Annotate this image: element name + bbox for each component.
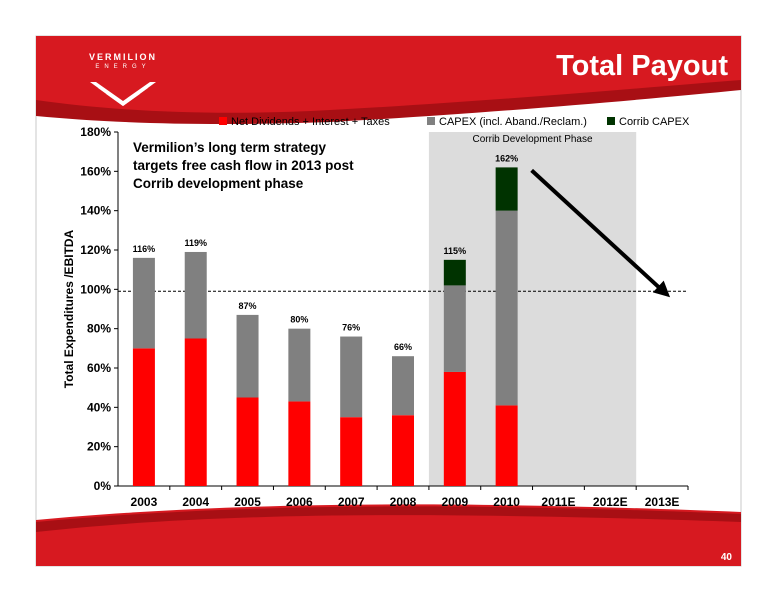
annotation-line: targets free cash flow in 2013 post [133, 158, 354, 173]
legend-swatch [427, 117, 435, 125]
bar-segment-capex [495, 210, 518, 406]
logo-wordmark: VERMILION [88, 52, 157, 62]
y-tick-label: 120% [80, 243, 111, 257]
x-tick-label: 2011E [541, 495, 575, 509]
bar-segment-capex [443, 285, 466, 372]
x-tick-label: 2013E [645, 495, 680, 509]
x-tick-label: 2008 [390, 495, 417, 509]
bar-segment-capex [236, 314, 259, 398]
y-axis-label: Total Expenditures /EBITDA [62, 229, 76, 388]
bar-segment-capex [184, 251, 207, 339]
x-tick-label: 2004 [182, 495, 209, 509]
bar-segment-dividends [236, 397, 259, 486]
bar-segment-corrib [495, 167, 518, 211]
x-tick-label: 2006 [286, 495, 313, 509]
annotation-line: Vermilion’s long term strategy [133, 140, 327, 155]
bar-segment-dividends [184, 338, 207, 486]
total-data-label: 162% [495, 153, 518, 163]
logo-chevron-icon [90, 82, 156, 106]
bar-segment-dividends [443, 371, 466, 486]
bar-segment-capex [288, 328, 311, 402]
total-data-label: 87% [239, 301, 257, 311]
bar-segment-dividends [288, 401, 311, 486]
x-tick-label: 2010 [493, 495, 520, 509]
legend-label: Corrib CAPEX [619, 116, 690, 128]
y-tick-label: 180% [80, 125, 111, 139]
header-swoosh [36, 80, 741, 124]
trend-arrow-shaft [530, 168, 663, 291]
trend-arrow-head [652, 280, 671, 298]
y-tick-label: 140% [80, 204, 111, 218]
annotation-line: Corrib development phase [133, 176, 304, 191]
bar-segment-capex [392, 356, 414, 416]
legend-label: Net Dividends + Interest + Taxes [231, 116, 390, 128]
footer-band [36, 504, 741, 566]
footer-swoosh [36, 506, 741, 532]
y-tick-label: 40% [87, 400, 111, 414]
bar-segment-capex [132, 257, 155, 349]
legend-swatch [607, 117, 615, 125]
x-tick-label: 2012E [593, 495, 628, 509]
y-tick-label: 0% [94, 479, 112, 493]
total-data-label: 115% [444, 246, 467, 256]
company-logo: VERMILION ENERGY [68, 52, 178, 118]
bar-segment-dividends [340, 417, 363, 486]
bar-segment-corrib [443, 259, 466, 286]
slide-title: Total Payout [556, 50, 728, 82]
page-number: 40 [720, 552, 732, 563]
x-tick-label: 2005 [234, 495, 261, 509]
y-tick-label: 160% [80, 164, 111, 178]
total-data-label: 116% [133, 244, 156, 254]
x-tick-label: 2009 [441, 495, 468, 509]
shaded-region-label: Corrib Development Phase [473, 134, 593, 145]
total-data-label: 80% [290, 315, 308, 325]
y-tick-label: 100% [80, 282, 111, 296]
x-tick-label: 2003 [131, 495, 158, 509]
bar-segment-dividends [132, 348, 155, 486]
y-tick-label: 20% [87, 440, 111, 454]
logo-subtitle: ENERGY [95, 64, 151, 70]
total-data-label: 66% [394, 342, 412, 352]
bar-segment-dividends [495, 405, 518, 486]
y-tick-label: 60% [87, 361, 111, 375]
bar-segment-capex [340, 336, 363, 418]
y-tick-label: 80% [87, 322, 111, 336]
legend-swatch [219, 117, 227, 125]
x-tick-label: 2007 [338, 495, 365, 509]
legend-label: CAPEX (incl. Aband./Reclam.) [439, 116, 587, 128]
bar-segment-dividends [392, 415, 414, 486]
total-data-label: 76% [342, 323, 360, 333]
total-data-label: 119% [184, 238, 207, 248]
